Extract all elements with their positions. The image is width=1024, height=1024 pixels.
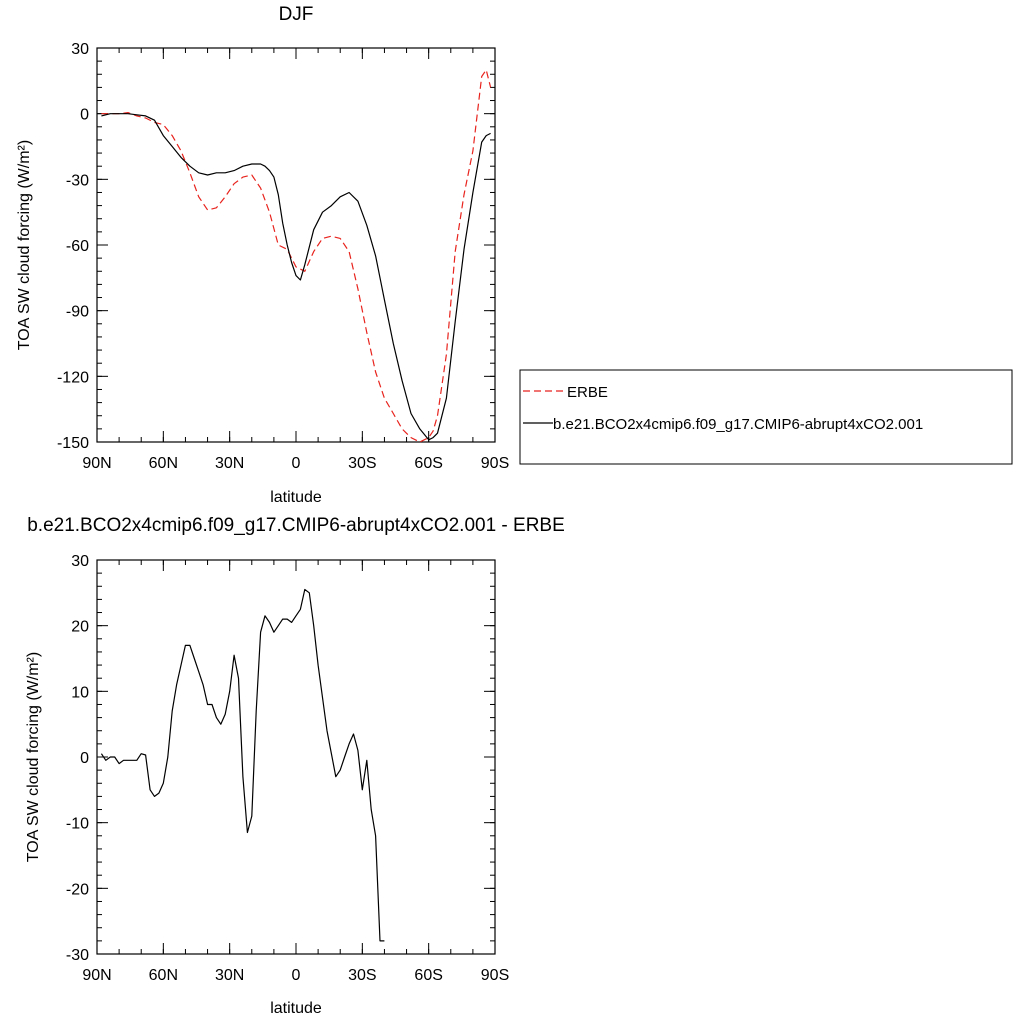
y-tick-label: 30 <box>71 553 89 570</box>
y-tick-label: 10 <box>71 684 89 701</box>
y-tick-label: 20 <box>71 619 89 636</box>
y-tick-label: -20 <box>66 881 89 898</box>
y-tick-label: -90 <box>66 304 89 321</box>
top-panel: DJF 90N 60N 30N 0 30S 60S 90S 30 0 -30 -60 -90 -120 -… <box>16 4 509 506</box>
y-tick-label: 30 <box>71 41 89 58</box>
top-ticks: 90N 60N 30N 0 30S 60S 90S 30 0 -30 -60 -90 -120 -150 <box>57 41 509 472</box>
y-tick-label: -120 <box>57 369 89 386</box>
x-tick-label: 0 <box>292 455 301 472</box>
x-tick-label: 30N <box>215 967 244 984</box>
bottom-y-axis-label: TOA SW cloud forcing (W/m²) <box>25 652 42 862</box>
legend-box <box>519 369 1013 465</box>
y-tick-label: -150 <box>57 435 89 452</box>
legend-label-erbe: ERBE <box>567 384 608 401</box>
y-tick-label: -30 <box>66 947 89 964</box>
x-tick-label: 90N <box>82 455 111 472</box>
x-tick-label: 90S <box>481 455 509 472</box>
x-tick-label: 0 <box>292 967 301 984</box>
bottom-chart-title: b.e21.BCO2x4cmip6.f09_g17.CMIP6-abrupt4x… <box>27 515 565 536</box>
x-tick-label: 60S <box>414 455 442 472</box>
model-series-line <box>101 113 491 441</box>
x-tick-label: 90N <box>82 967 111 984</box>
x-tick-label: 30S <box>348 967 376 984</box>
x-tick-label: 60S <box>414 967 442 984</box>
y-tick-label: 0 <box>80 750 89 767</box>
top-y-axis-label: TOA SW cloud forcing (W/m²) <box>16 140 33 350</box>
bottom-panel: b.e21.BCO2x4cmip6.f09_g17.CMIP6-abrupt4x… <box>25 515 565 1017</box>
bottom-series <box>100 588 385 942</box>
bottom-plot-frame <box>96 559 496 955</box>
x-tick-label: 30S <box>348 455 376 472</box>
x-tick-label: 30N <box>215 455 244 472</box>
top-chart-title: DJF <box>279 4 314 25</box>
legend-label-model: b.e21.BCO2x4cmip6.f09_g17.CMIP6-abrupt4x… <box>553 416 923 433</box>
top-series <box>101 69 492 443</box>
bottom-x-axis-label: latitude <box>270 1000 322 1017</box>
top-x-axis-label: latitude <box>270 489 322 506</box>
x-tick-label: 60N <box>149 967 178 984</box>
y-tick-label: -60 <box>66 238 89 255</box>
difference-series-line <box>100 588 385 942</box>
y-tick-label: -30 <box>66 172 89 189</box>
legend: ERBE b.e21.BCO2x4cmip6.f09_g17.CMIP6-abr… <box>519 369 1013 465</box>
y-tick-label: -10 <box>66 816 89 833</box>
bottom-ticks: 90N 60N 30N 0 30S 60S 90S 30 20 10 0 -10 -20 -30 <box>66 553 509 984</box>
x-tick-label: 60N <box>149 455 178 472</box>
x-tick-label: 90S <box>481 967 509 984</box>
y-tick-label: 0 <box>80 107 89 124</box>
top-plot-frame <box>96 47 496 443</box>
erbe-series-line <box>101 69 492 443</box>
